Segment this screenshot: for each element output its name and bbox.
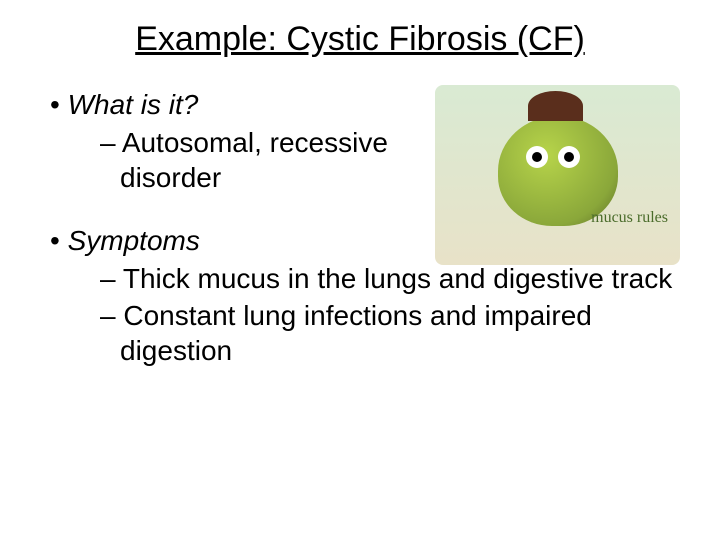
bullet-item: Constant lung infections and impaired di… [100,298,680,368]
illustration-caption: mucus rules [591,209,668,227]
eye-icon [526,146,548,168]
bullet-heading-what: What is it? [50,89,420,121]
bullet-item: Autosomal, recessive disorder [100,125,420,195]
section-what-is-it: What is it? Autosomal, recessive disorde… [40,89,420,195]
eye-icon [558,146,580,168]
bullet-item: Thick mucus in the lungs and digestive t… [100,261,680,296]
slide-title: Example: Cystic Fibrosis (CF) [40,20,680,59]
illustration: mucus rules [435,85,680,265]
